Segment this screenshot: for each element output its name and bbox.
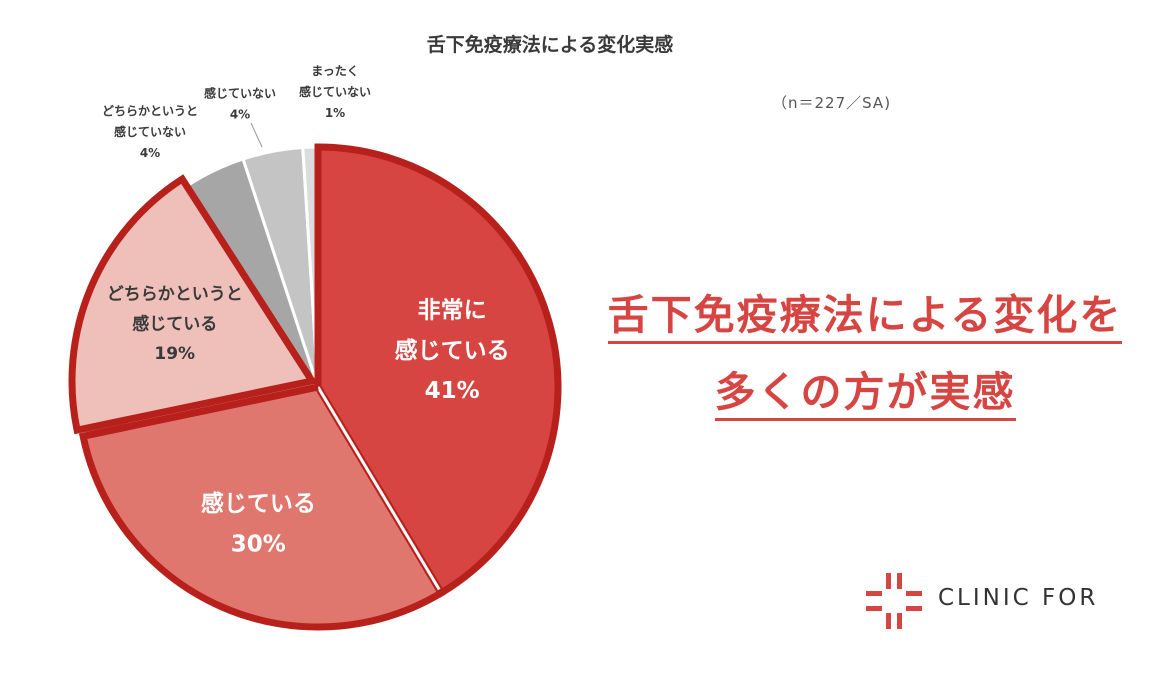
slice-value-label-2: 30%	[231, 531, 286, 557]
slice-label-4: 感じていない	[114, 124, 186, 139]
slice-label-2: 感じている	[201, 490, 316, 517]
logo-text: CLINIC FOR	[938, 585, 1099, 611]
slice-divider-1	[316, 386, 441, 591]
clinic-for-logo-icon	[866, 573, 922, 629]
slice-label-1: 感じている	[395, 337, 510, 364]
sample-size-note: （n＝227／SA)	[772, 94, 892, 112]
slice-value-label-5: 4%	[230, 108, 250, 122]
slice-value-label-6: 1%	[325, 106, 345, 120]
slice-label-1: 非常に	[418, 298, 487, 324]
highlight-outline-1	[314, 143, 562, 598]
chart-title: 舌下免疫療法による変化実感	[426, 34, 674, 56]
slice-label-5: 感じていない	[204, 86, 276, 101]
slice-label-4: どちらかというと	[102, 104, 198, 118]
slice-value-label-4: 4%	[140, 146, 160, 160]
slice-value-label-3: 19%	[154, 344, 195, 364]
slice-divider-2	[86, 383, 319, 439]
highlight-outline-2	[78, 383, 447, 631]
highlight-outline-3	[68, 174, 318, 435]
leader-line-5	[250, 122, 263, 148]
slice-label-3: 感じている	[132, 313, 217, 334]
slice-value-label-1: 41%	[425, 378, 480, 404]
slice-label-6: 感じていない	[299, 84, 371, 99]
slice-label-3: どちらかというと	[107, 285, 243, 305]
slice-label-6: まったく	[311, 64, 359, 78]
headline-line-2: 多くの方が実感	[580, 358, 1150, 421]
headline-line-1: 舌下免疫療法による変化を	[580, 281, 1150, 344]
